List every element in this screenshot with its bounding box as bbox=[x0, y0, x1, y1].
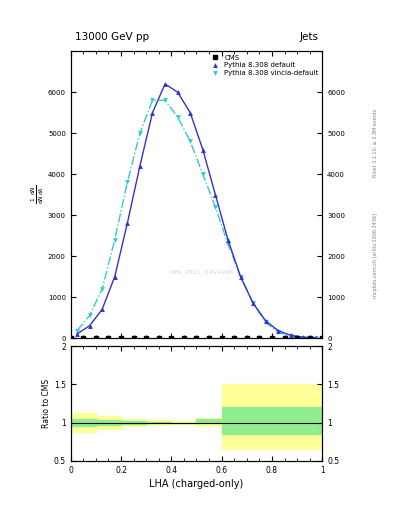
Pythia 8.308 default bbox=[100, 306, 105, 312]
Pythia 8.308 vincia-default bbox=[112, 237, 117, 243]
Line: Pythia 8.308 default: Pythia 8.308 default bbox=[75, 81, 318, 340]
CMS bbox=[119, 335, 123, 341]
Pythia 8.308 vincia-default bbox=[251, 300, 255, 306]
Pythia 8.308 vincia-default bbox=[138, 130, 142, 136]
CMS bbox=[194, 335, 199, 341]
CMS bbox=[219, 335, 224, 341]
Pythia 8.308 default bbox=[276, 328, 281, 334]
Y-axis label: Ratio to CMS: Ratio to CMS bbox=[42, 379, 51, 428]
CMS bbox=[106, 335, 111, 341]
Pythia 8.308 default bbox=[75, 331, 79, 337]
Pythia 8.308 vincia-default bbox=[200, 171, 205, 177]
Pythia 8.308 default bbox=[226, 237, 230, 243]
CMS bbox=[81, 335, 86, 341]
Pythia 8.308 default bbox=[175, 89, 180, 95]
Pythia 8.308 vincia-default bbox=[226, 241, 230, 247]
CMS bbox=[169, 335, 174, 341]
Pythia 8.308 vincia-default bbox=[100, 286, 105, 292]
Pythia 8.308 default bbox=[238, 273, 243, 280]
CMS bbox=[282, 335, 287, 341]
CMS bbox=[232, 335, 237, 341]
Pythia 8.308 default bbox=[125, 220, 130, 226]
Pythia 8.308 default bbox=[301, 334, 306, 340]
CMS bbox=[207, 335, 211, 341]
Y-axis label: $\frac{1}{\mathrm{d}N}\frac{\mathrm{d}N}{\mathrm{d}\lambda}$: $\frac{1}{\mathrm{d}N}\frac{\mathrm{d}N}… bbox=[30, 185, 46, 204]
Legend: CMS, Pythia 8.308 default, Pythia 8.308 vincia-default: CMS, Pythia 8.308 default, Pythia 8.308 … bbox=[208, 53, 320, 77]
Pythia 8.308 vincia-default bbox=[276, 329, 281, 335]
Pythia 8.308 vincia-default bbox=[213, 204, 218, 210]
Pythia 8.308 default bbox=[188, 110, 193, 116]
Pythia 8.308 vincia-default bbox=[125, 179, 130, 185]
Pythia 8.308 default bbox=[251, 300, 255, 306]
CMS bbox=[257, 335, 262, 341]
Pythia 8.308 vincia-default bbox=[301, 334, 306, 340]
Pythia 8.308 default bbox=[263, 318, 268, 324]
Pythia 8.308 vincia-default bbox=[150, 97, 155, 103]
X-axis label: LHA (charged-only): LHA (charged-only) bbox=[149, 479, 244, 489]
Pythia 8.308 vincia-default bbox=[238, 273, 243, 280]
Pythia 8.308 default bbox=[200, 146, 205, 153]
Pythia 8.308 default bbox=[112, 273, 117, 280]
Pythia 8.308 default bbox=[314, 335, 318, 341]
Pythia 8.308 default bbox=[163, 81, 167, 87]
Pythia 8.308 vincia-default bbox=[163, 97, 167, 103]
Text: CMS_2021_I1924206: CMS_2021_I1924206 bbox=[169, 269, 234, 275]
Text: 13000 GeV pp: 13000 GeV pp bbox=[75, 32, 149, 42]
Pythia 8.308 default bbox=[150, 110, 155, 116]
Pythia 8.308 default bbox=[87, 323, 92, 329]
Text: Rivet 3.1.10, ≥ 3.3M events: Rivet 3.1.10, ≥ 3.3M events bbox=[373, 109, 378, 178]
CMS bbox=[307, 335, 312, 341]
Pythia 8.308 default bbox=[138, 163, 142, 169]
Line: CMS: CMS bbox=[69, 336, 324, 340]
Pythia 8.308 vincia-default bbox=[188, 138, 193, 144]
Text: Jets: Jets bbox=[299, 32, 318, 42]
Pythia 8.308 default bbox=[288, 332, 293, 338]
CMS bbox=[68, 335, 73, 341]
CMS bbox=[131, 335, 136, 341]
Line: Pythia 8.308 vincia-default: Pythia 8.308 vincia-default bbox=[75, 98, 318, 340]
CMS bbox=[295, 335, 299, 341]
CMS bbox=[156, 335, 161, 341]
Pythia 8.308 vincia-default bbox=[75, 328, 79, 334]
Pythia 8.308 vincia-default bbox=[175, 114, 180, 120]
Pythia 8.308 vincia-default bbox=[314, 335, 318, 341]
CMS bbox=[144, 335, 149, 341]
CMS bbox=[94, 335, 98, 341]
CMS bbox=[244, 335, 249, 341]
CMS bbox=[270, 335, 274, 341]
Text: mcplots.cern.ch [arXiv:1306.3436]: mcplots.cern.ch [arXiv:1306.3436] bbox=[373, 214, 378, 298]
Pythia 8.308 vincia-default bbox=[263, 319, 268, 326]
Pythia 8.308 vincia-default bbox=[87, 312, 92, 318]
CMS bbox=[182, 335, 186, 341]
Pythia 8.308 default bbox=[213, 191, 218, 198]
CMS bbox=[320, 335, 325, 341]
Pythia 8.308 vincia-default bbox=[288, 333, 293, 339]
